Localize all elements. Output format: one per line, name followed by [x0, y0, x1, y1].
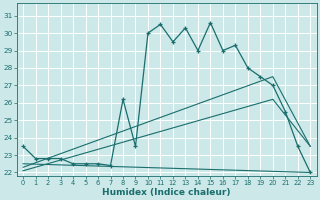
- X-axis label: Humidex (Indice chaleur): Humidex (Indice chaleur): [102, 188, 231, 197]
